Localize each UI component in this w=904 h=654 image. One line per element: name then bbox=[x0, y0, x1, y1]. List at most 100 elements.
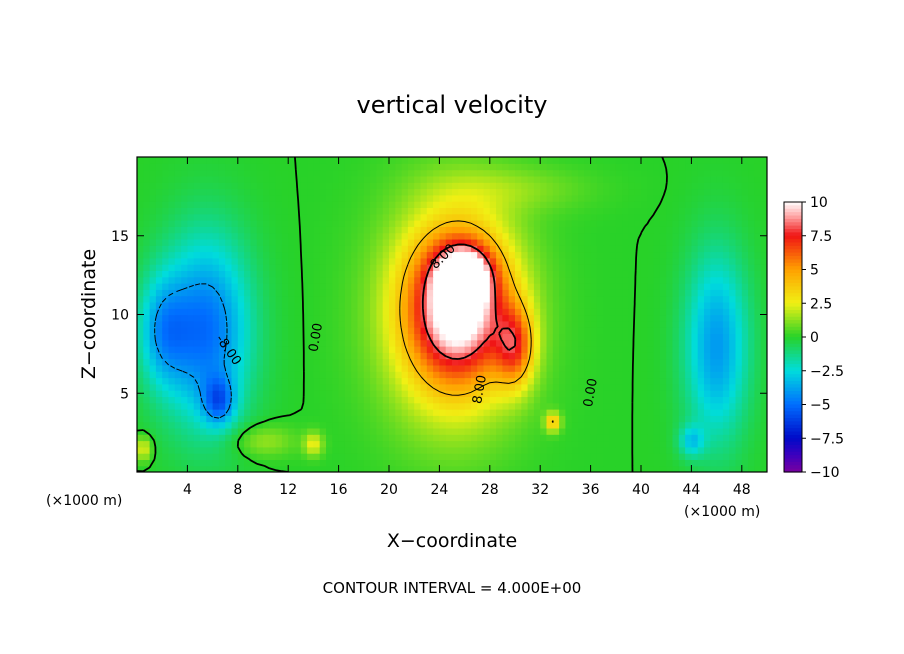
field-cell bbox=[439, 402, 447, 410]
field-cell bbox=[313, 377, 321, 385]
field-cell bbox=[458, 352, 466, 360]
field-cell bbox=[590, 320, 598, 328]
field-cell bbox=[143, 358, 151, 366]
field-cell bbox=[647, 358, 655, 366]
field-cell bbox=[351, 459, 359, 467]
field-cell bbox=[515, 402, 522, 410]
field-cell bbox=[275, 308, 283, 316]
field-cell bbox=[351, 194, 359, 202]
field-cell bbox=[420, 194, 428, 202]
field-cell bbox=[395, 364, 403, 372]
field-cell bbox=[735, 245, 743, 253]
field-cell bbox=[552, 396, 560, 404]
field-cell bbox=[496, 434, 503, 442]
field-cell bbox=[168, 175, 176, 183]
field-cell bbox=[168, 364, 176, 372]
field-cell bbox=[735, 396, 743, 404]
field-cell bbox=[275, 301, 283, 309]
field-cell bbox=[294, 283, 302, 290]
field-cell bbox=[363, 163, 371, 171]
field-cell bbox=[691, 245, 699, 253]
field-cell bbox=[704, 232, 711, 240]
field-cell bbox=[533, 320, 541, 328]
field-cell bbox=[294, 308, 302, 316]
field-cell bbox=[704, 339, 711, 347]
field-cell bbox=[294, 390, 302, 397]
field-cell bbox=[647, 194, 655, 202]
field-cell bbox=[729, 175, 737, 183]
field-cell bbox=[464, 226, 472, 234]
field-cell bbox=[206, 440, 214, 448]
field-cell bbox=[294, 169, 302, 177]
field-cell bbox=[263, 421, 270, 429]
field-cell bbox=[685, 283, 692, 290]
field-cell bbox=[326, 383, 333, 391]
field-cell bbox=[470, 358, 478, 366]
field-cell bbox=[603, 314, 611, 322]
field-cell bbox=[722, 409, 730, 416]
field-cell bbox=[426, 301, 434, 309]
field-cell bbox=[464, 251, 472, 259]
field-cell bbox=[483, 358, 491, 366]
field-cell bbox=[716, 201, 724, 208]
field-cell bbox=[206, 383, 214, 391]
field-cell bbox=[489, 352, 497, 360]
field-cell bbox=[515, 295, 522, 303]
field-cell bbox=[508, 276, 516, 284]
field-cell bbox=[143, 415, 151, 423]
field-cell bbox=[433, 163, 440, 171]
field-cell bbox=[546, 169, 554, 177]
field-cell bbox=[496, 320, 503, 328]
field-cell bbox=[338, 289, 346, 297]
field-cell bbox=[288, 232, 296, 240]
field-cell bbox=[181, 327, 188, 334]
field-cell bbox=[256, 245, 264, 253]
field-cell bbox=[269, 289, 277, 297]
field-cell bbox=[508, 427, 516, 435]
field-cell bbox=[647, 283, 655, 290]
field-cell bbox=[389, 320, 396, 328]
field-cell bbox=[225, 238, 233, 246]
field-cell bbox=[521, 339, 529, 347]
field-cell bbox=[578, 289, 585, 297]
field-cell bbox=[319, 339, 327, 347]
field-cell bbox=[565, 157, 573, 164]
field-cell bbox=[288, 364, 296, 372]
field-cell bbox=[281, 440, 289, 448]
field-cell bbox=[477, 163, 485, 171]
field-cell bbox=[496, 238, 503, 246]
field-cell bbox=[584, 257, 592, 265]
field-cell bbox=[571, 251, 579, 259]
field-cell bbox=[748, 396, 755, 404]
field-cell bbox=[294, 327, 302, 334]
field-cell bbox=[269, 201, 277, 208]
field-cell bbox=[244, 289, 251, 297]
field-cell bbox=[332, 440, 340, 448]
field-cell bbox=[678, 440, 686, 448]
field-cell bbox=[326, 220, 333, 227]
field-cell bbox=[263, 213, 270, 221]
field-cell bbox=[653, 232, 661, 240]
field-cell bbox=[256, 396, 264, 404]
field-cell bbox=[263, 327, 270, 334]
field-cell bbox=[433, 402, 440, 410]
field-cell bbox=[502, 459, 510, 467]
field-cell bbox=[193, 339, 201, 347]
field-cell bbox=[533, 257, 541, 265]
field-cell bbox=[275, 352, 283, 360]
field-cell bbox=[218, 446, 226, 454]
field-cell bbox=[338, 377, 346, 385]
field-cell bbox=[294, 245, 302, 253]
field-cell bbox=[174, 377, 182, 385]
field-cell bbox=[137, 459, 144, 467]
field-cell bbox=[149, 245, 157, 253]
field-cell bbox=[571, 175, 579, 183]
field-cell bbox=[710, 295, 718, 303]
field-cell bbox=[281, 213, 289, 221]
field-cell bbox=[174, 182, 182, 190]
field-cell bbox=[275, 390, 283, 397]
field-cell bbox=[256, 383, 264, 391]
field-cell bbox=[300, 446, 308, 454]
field-cell bbox=[326, 446, 333, 454]
field-cell bbox=[370, 421, 377, 429]
